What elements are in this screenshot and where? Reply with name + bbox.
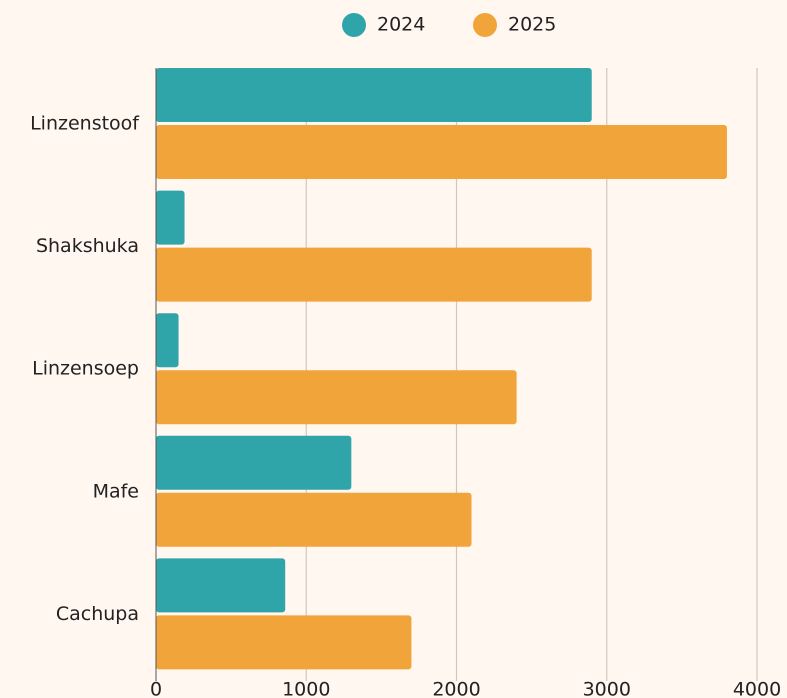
y-tick-label: Shakshuka [36, 235, 139, 257]
x-tick-label: 0 [150, 679, 162, 698]
legend-label: 2024 [377, 14, 425, 36]
legend-swatch [473, 13, 497, 37]
x-tick-label: 3000 [583, 679, 631, 698]
bar [156, 125, 727, 179]
bar [156, 68, 592, 122]
y-tick-label: Mafe [93, 480, 139, 502]
bar [156, 313, 179, 368]
legend-label: 2025 [508, 14, 556, 36]
y-tick-label: Cachupa [56, 603, 139, 625]
bar [156, 247, 592, 302]
bar [156, 615, 412, 670]
bar [156, 558, 286, 613]
bar [156, 435, 352, 490]
y-tick-label: Linzenstoof [30, 113, 140, 135]
x-tick-label: 4000 [733, 679, 781, 698]
bar [156, 190, 185, 245]
y-tick-label: Linzensoep [32, 358, 139, 380]
x-tick-label: 1000 [282, 679, 330, 698]
x-tick-label: 2000 [432, 679, 480, 698]
legend-swatch [342, 13, 366, 37]
bar [156, 492, 472, 547]
bar [156, 370, 517, 425]
